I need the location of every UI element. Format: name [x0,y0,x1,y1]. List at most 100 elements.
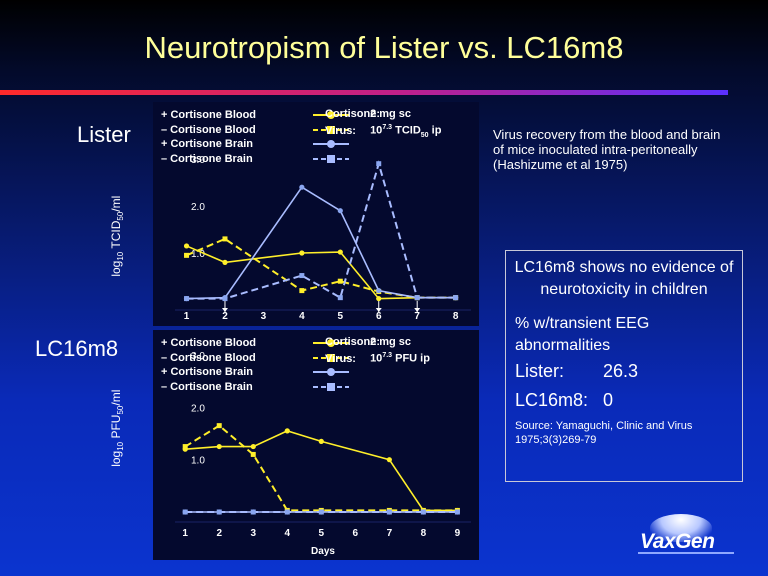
x-tick-label: 3 [250,528,256,539]
legend-item: – Cortisone Brain [161,152,351,167]
y-tick-label: 3.0 [191,155,205,166]
study-note: Virus recovery from the blood and brain … [493,127,721,172]
x-tick-label: 5 [338,311,344,322]
source-citation: Source: Yamaguchi, Clinic and Virus 1975… [515,420,693,446]
legend-label: – Cortisone Blood [161,123,256,136]
lister-y-axis-label: log10 TCID50/ml [108,195,126,277]
cortisone-key: Cortisone: [325,108,380,120]
dose-arrow-head [221,308,228,312]
lc16m8-result-value: 0 [603,390,614,410]
legend-item: – Cortisone Blood [161,123,351,138]
legend-swatch-marker [327,154,335,163]
x-tick-label: 1 [184,311,190,322]
data-point [222,236,228,242]
virus-key: Virus: [325,352,356,365]
legend-swatch-marker [327,339,335,348]
dose-arrow-head [414,308,421,312]
lister-chart-panel: 1.0 2.0 3.0 1 2 3 4 5 6 7 8 + Cortisone Blood – Co… [153,102,479,326]
legend-label: + Cortisone Brain [161,138,253,150]
cortisone-dose: 2 mg sc [370,336,412,348]
data-point [299,288,305,294]
lc16m8-legend: + Cortisone Blood – Cortisone Blood + Co… [161,336,351,394]
legend-swatch-marker [327,382,335,391]
data-point [284,428,290,434]
data-point [284,509,290,515]
virus-dose-exp: 7.3 [382,352,393,359]
legend-swatch-marker [327,353,335,362]
x-tick-label: 6 [376,311,382,322]
x-tick-label: 8 [453,311,459,322]
data-point [216,443,222,450]
data-point [250,443,256,450]
vaxgen-logo: VaxGen [628,512,748,562]
y-tick-label: 1.0 [191,456,205,467]
data-point [182,444,188,450]
virus-unit: TCID [395,124,421,137]
x-tick-label: 7 [387,528,393,539]
eeg-summary-box: LC16m8 shows no evidence of neurotoxicit… [505,250,743,482]
legend-swatch [313,353,349,362]
y-tick-label: 2.0 [191,202,205,213]
virus-route: ip [420,352,430,365]
legend-swatch [313,368,349,377]
y-tick-label: 2.0 [191,403,205,414]
legend-label: + Cortisone Brain [161,366,253,378]
data-point [337,208,343,214]
data-point [414,295,420,301]
data-point [250,451,256,457]
data-point [386,509,392,515]
lc16m8-y-axis-label: log10 PFU50/ml [108,389,126,467]
data-point [376,288,382,294]
cortisone-dose: 2 mg sc [370,108,412,120]
logo-swoosh [638,552,734,554]
eeg-question: % w/transient EEG abnormalities [515,315,650,354]
data-point [376,161,382,167]
x-tick-label: 7 [414,311,420,322]
legend-label: – Cortisone Blood [161,351,256,364]
lister-legend: + Cortisone Blood – Cortisone Blood + Co… [161,108,351,166]
data-point [454,509,460,515]
series-line-3 [186,186,456,300]
data-point [420,509,426,515]
legend-swatch [313,111,349,120]
data-point [337,295,343,301]
y-tick-label: 3.0 [191,351,205,362]
lc16m8-conditions: Cortisone: 2 mg sc Virus: 107.3 PFU ip [325,336,430,366]
legend-item: + Cortisone Brain [161,365,351,380]
legend-item: – Cortisone Blood [161,351,351,366]
legend-swatch-marker [327,368,335,377]
logo-wordmark: VaxGen [640,530,715,553]
data-point [184,296,190,302]
lister-chart: 1.0 2.0 3.0 1 2 3 4 5 6 7 8 [175,155,471,322]
data-point [299,250,305,256]
x-tick-label: 4 [284,528,290,539]
legend-item: + Cortisone Blood [161,336,351,351]
legend-swatch [313,339,349,348]
data-point [250,509,256,515]
data-point [299,273,305,279]
virus-unit: PFU [395,352,418,365]
lc16m8-chart: 1.0 2.0 3.0 1 2 3 4 5 6 7 8 9 Days [175,351,471,557]
data-point [216,509,222,515]
lister-conditions: Cortisone: 2 mg sc Virus: 107.3 TCID50 i… [325,108,441,142]
lc16m8-label: LC16m8 [35,336,119,361]
x-tick-label: 8 [421,528,427,539]
data-point [222,259,228,265]
x-axis-label: Days [311,546,335,557]
legend-swatch [313,154,349,163]
lister-result-name: Lister: [515,361,565,381]
lister-result: Lister: 26.3 [515,357,742,386]
legend-swatch-marker [327,125,335,134]
data-point [386,457,392,463]
data-point [183,243,190,249]
x-tick-label: 9 [455,528,461,539]
y-tick-label: 1.0 [191,249,205,260]
data-point [376,295,382,302]
virus-key: Virus: [325,124,356,137]
virus-dose-exp: 7.3 [382,124,393,131]
lc16m8-result-name: LC16m8: [515,390,589,410]
cortisone-key: Cortisone: [325,336,380,348]
legend-swatch-marker [327,111,335,120]
slide-title: Neurotropism of Lister vs. LC16m8 [144,30,624,65]
legend-swatch [313,125,349,134]
